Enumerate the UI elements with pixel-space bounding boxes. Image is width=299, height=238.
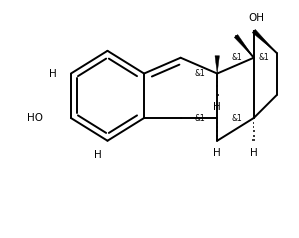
- Polygon shape: [252, 30, 277, 53]
- Polygon shape: [234, 35, 254, 58]
- Polygon shape: [215, 56, 219, 74]
- Text: H: H: [250, 148, 258, 158]
- Text: H: H: [213, 102, 221, 112]
- Text: H: H: [94, 149, 101, 160]
- Text: &1: &1: [231, 114, 242, 123]
- Text: H: H: [213, 148, 221, 158]
- Text: &1: &1: [231, 53, 242, 62]
- Text: &1: &1: [194, 114, 205, 123]
- Text: &1: &1: [259, 53, 269, 62]
- Text: HO: HO: [27, 113, 43, 123]
- Text: H: H: [49, 69, 57, 79]
- Text: &1: &1: [194, 69, 205, 78]
- Text: OH: OH: [249, 13, 265, 23]
